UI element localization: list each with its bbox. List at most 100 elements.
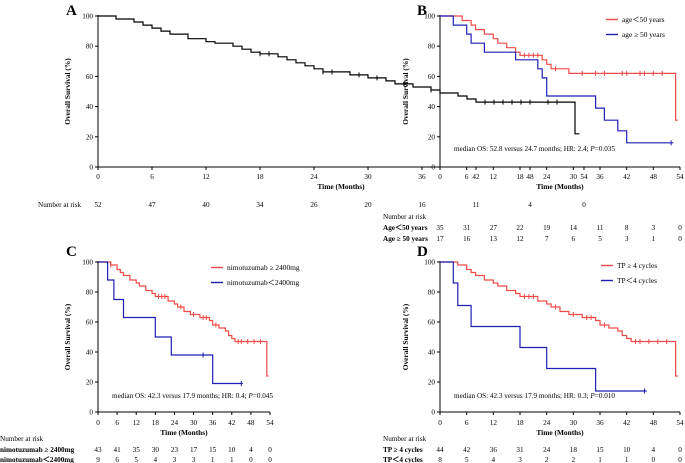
legend-entry: age＜50 years — [622, 15, 665, 24]
annotation-p-value: =0.035 — [595, 145, 616, 153]
risk-count: 8 — [438, 456, 442, 463]
risk-count: 15 — [596, 446, 604, 454]
y-tick-label: 40 — [86, 349, 94, 357]
x-tick-label: 54 — [266, 419, 274, 427]
risk-count: 0 — [678, 224, 682, 232]
risk-count: 4 — [154, 456, 158, 463]
y-axis-title: Overall Survival (%) — [401, 58, 410, 125]
legend-entry: TP＜4 cycles — [617, 276, 657, 285]
risk-count: 41 — [114, 446, 122, 454]
y-tick-label: 100 — [82, 259, 93, 267]
risk-count: 36 — [490, 446, 498, 454]
risk-row-label: TP ≥ 4 cycles — [383, 446, 423, 454]
risk-table-header: Number at risk — [383, 435, 427, 443]
risk-count: 3 — [192, 456, 196, 463]
y-tick-label: 80 — [428, 289, 436, 297]
risk-row-label: Age＜50 years — [383, 224, 428, 232]
x-tick-label: 6 — [150, 173, 154, 181]
x-tick-label: 12 — [202, 173, 210, 181]
risk-count: 17 — [436, 235, 444, 243]
y-tick-label: 60 — [428, 73, 436, 81]
y-tick-label: 100 — [424, 13, 435, 21]
risk-count: 24 — [543, 446, 551, 454]
x-tick-label: 0 — [96, 173, 100, 181]
risk-table-header: Number at risk — [0, 435, 44, 443]
y-tick-label: 0 — [89, 164, 93, 172]
risk-count: 16 — [418, 201, 426, 209]
risk-table-header: Number at risk — [383, 213, 427, 221]
y-tick-label: 100 — [424, 259, 435, 267]
risk-count: 5 — [465, 456, 469, 463]
annotation-p: P — [589, 392, 595, 400]
y-tick-label: 60 — [428, 319, 436, 327]
risk-count: 11 — [597, 224, 604, 232]
risk-count: 35 — [133, 446, 141, 454]
risk-row-label: TP＜4 cycles — [383, 456, 423, 463]
x-tick-label: 6 — [465, 419, 469, 427]
risk-count: 1 — [598, 456, 602, 463]
x-tick-label: 18 — [516, 419, 524, 427]
y-tick-label: 80 — [86, 289, 94, 297]
risk-count: 26 — [310, 201, 318, 209]
y-tick-label: 0 — [431, 409, 435, 417]
risk-count: 1 — [230, 456, 234, 463]
panel-label: C — [66, 244, 77, 260]
risk-count: 0 — [268, 446, 272, 454]
legend-entry: nimotuzumab ≥ 2400mg — [227, 263, 300, 272]
risk-count: 30 — [152, 446, 160, 454]
risk-count: 35 — [436, 224, 444, 232]
risk-count: 0 — [678, 456, 682, 463]
risk-count: 5 — [134, 456, 138, 463]
y-axis-title: Overall Survival (%) — [401, 303, 410, 370]
risk-count: 0 — [249, 456, 253, 463]
x-axis-title: Time (Months) — [536, 182, 584, 191]
annotation-p-value: =0.045 — [253, 392, 274, 400]
risk-count: 52 — [94, 201, 102, 209]
y-tick-label: 20 — [86, 379, 94, 387]
x-tick-label: 42 — [228, 419, 236, 427]
x-tick-label: 0 — [96, 419, 100, 427]
risk-count: 44 — [436, 446, 444, 454]
risk-count: 0 — [268, 456, 272, 463]
x-tick-label: 30 — [364, 173, 372, 181]
legend-entry: nimotuzumab＜2400mg — [227, 278, 300, 287]
stats-annotation: median OS: 42.3 versus 17.9 months; HR: … — [454, 392, 615, 400]
y-tick-label: 60 — [86, 319, 94, 327]
risk-count: 3 — [173, 456, 177, 463]
y-tick-label: 20 — [86, 133, 94, 141]
risk-count: 7 — [545, 235, 549, 243]
stats-annotation: median OS: 52.8 versus 24.7 months; HR: … — [454, 145, 615, 153]
x-tick-label: 18 — [256, 173, 264, 181]
x-axis-title: Time (Months) — [160, 428, 208, 437]
risk-count: 34 — [256, 201, 264, 209]
risk-count: 13 — [490, 235, 498, 243]
risk-count: 40 — [202, 201, 210, 209]
x-axis-title: Time (Months) — [536, 428, 584, 437]
y-tick-label: 100 — [82, 13, 93, 21]
x-tick-label: 36 — [596, 419, 604, 427]
x-tick-label: 12 — [490, 419, 498, 427]
risk-count: 4 — [492, 456, 496, 463]
x-tick-label: 42 — [623, 419, 631, 427]
x-tick-label: 24 — [543, 173, 551, 181]
risk-count: 18 — [570, 446, 578, 454]
risk-count: 4 — [652, 446, 656, 454]
x-tick-label: 0 — [438, 419, 442, 427]
x-tick-label: 24 — [310, 173, 318, 181]
x-tick-label: 36 — [418, 173, 426, 181]
risk-count: 1 — [211, 456, 215, 463]
x-tick-label: 24 — [543, 419, 551, 427]
risk-count: 0 — [652, 456, 656, 463]
risk-count: 4 — [249, 446, 253, 454]
stats-annotation: median OS: 42.3 versus 17.9 months; HR: … — [112, 392, 273, 400]
panel-label: B — [417, 3, 427, 19]
risk-table-header: Number at risk — [38, 201, 82, 209]
risk-count: 15 — [209, 446, 217, 454]
x-tick-label: 42 — [623, 173, 631, 181]
risk-count: 9 — [96, 456, 100, 463]
risk-count: 10 — [228, 446, 236, 454]
panel-label: D — [417, 244, 428, 260]
risk-count: 2 — [545, 456, 549, 463]
